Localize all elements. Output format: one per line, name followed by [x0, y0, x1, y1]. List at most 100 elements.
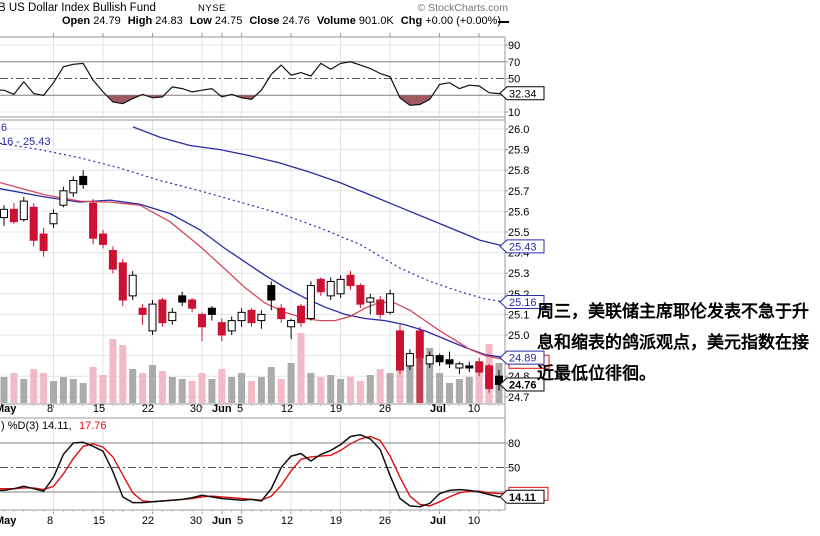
chart-text: 24.89 — [509, 353, 537, 365]
volume-bar — [327, 375, 335, 403]
chart-text: Jul — [430, 403, 446, 415]
candle-body — [138, 307, 147, 315]
chart-text: 30 — [190, 403, 202, 415]
volume-bar — [267, 367, 275, 403]
chart-text: 19 — [330, 515, 342, 527]
candles — [0, 170, 503, 393]
panel-borders — [0, 36, 506, 511]
volume-bar — [297, 333, 305, 403]
candle-body — [376, 299, 385, 315]
stoch-k-line — [0, 434, 505, 508]
chg-label: Chg — [400, 15, 423, 27]
chart-text: 70 — [508, 57, 520, 69]
chart-text: Jun — [212, 515, 232, 527]
ma-upper-value-box — [499, 239, 545, 254]
candle-body — [29, 206, 38, 241]
volume-bar — [59, 377, 67, 403]
volume-bar — [188, 381, 196, 403]
volume-bar — [168, 377, 176, 403]
chart-text: 10 — [468, 515, 480, 527]
chart-text: ) %D(3) 14.11, — [1, 420, 72, 432]
chart-text: May — [0, 403, 17, 415]
chart-text: 25.7 — [508, 186, 529, 198]
chart-text: 8 — [47, 403, 53, 415]
volume-bar — [119, 345, 127, 403]
annotation-text: 周三，美联储主席耶伦发表不急于升 息和缩表的鸽派观点，美元指数在接 近最低位徘徊… — [537, 296, 820, 389]
volume-bar — [149, 365, 156, 403]
candle-body — [158, 299, 167, 324]
candle-body — [188, 299, 197, 309]
stoch-k-value-box — [499, 489, 545, 504]
stoch-d-line — [0, 435, 505, 507]
volume-bar — [307, 373, 315, 403]
x-axis-ticks — [3, 33, 500, 514]
candle-body — [49, 212, 58, 225]
volume-bar — [386, 373, 394, 403]
candle-body — [9, 208, 18, 223]
volume-bar — [129, 369, 137, 403]
volume-bar — [277, 379, 285, 403]
open-label: Open — [62, 15, 91, 27]
candle-body — [207, 307, 216, 315]
chg-value: +0.00 (+0.00%) — [425, 15, 502, 27]
symbol-title: B US Dollar Index Bullish Fund — [0, 2, 156, 14]
indicator-reference-lines — [0, 61, 505, 493]
volume-bar — [416, 353, 424, 403]
volume-bar — [10, 373, 18, 403]
chart-text: 14.11 — [509, 492, 536, 504]
volume-bar — [317, 377, 325, 403]
candle-body — [168, 311, 177, 322]
chart-text: 24.7 — [508, 392, 529, 404]
chart-text: 12 — [281, 515, 293, 527]
chart-text: 19 — [330, 403, 342, 415]
chart-text: 10 — [508, 107, 520, 119]
candle-body — [435, 355, 444, 363]
chart-text: 25.6 — [508, 206, 529, 218]
chart-header: B US Dollar Index Bullish Fund NYSE © St… — [0, 2, 820, 15]
volume-bar — [287, 363, 295, 403]
candle-body — [405, 353, 414, 367]
volume-bar — [40, 373, 48, 403]
candle-body — [306, 285, 315, 320]
chart-text: 30 — [190, 515, 202, 527]
volume-bar — [218, 369, 226, 403]
volume-value: 901.0K — [358, 15, 394, 27]
volume-label: Volume — [316, 15, 356, 27]
candle-body — [69, 180, 78, 194]
volume-bar — [406, 365, 414, 403]
chart-text: 25.16 — [509, 297, 537, 309]
candle-body — [277, 307, 286, 320]
volume-bar — [436, 373, 444, 403]
rsi-value-box — [499, 86, 545, 101]
price-line-swatch — [498, 21, 509, 23]
candle-body — [217, 322, 226, 336]
volume-bars — [0, 333, 503, 403]
candle-body — [465, 365, 474, 369]
candle-body — [108, 250, 117, 270]
low-value: 24.75 — [214, 15, 243, 27]
volume-bar — [0, 377, 8, 403]
ma-line-red — [0, 181, 506, 361]
candle-body — [178, 295, 187, 303]
volume-bar — [79, 383, 87, 403]
volume-bar — [178, 379, 186, 403]
candle-body — [455, 363, 464, 369]
low-label: Low — [189, 15, 212, 27]
candle-body — [316, 278, 325, 293]
chart-text: 15 — [93, 515, 105, 527]
candle-body — [59, 190, 68, 206]
annotation-line: 息和缩表的鸽派观点，美元指数在接 — [537, 333, 809, 352]
ma-lower-value-box — [499, 350, 545, 365]
volume-bar — [337, 379, 345, 403]
volume-bar — [238, 373, 246, 403]
chart-text: 90 — [508, 40, 520, 52]
copyright-label: © StockCharts.com — [417, 2, 508, 14]
chart-text: 8 — [47, 515, 53, 527]
volume-bar — [139, 373, 147, 403]
chart-text: 22 — [142, 403, 154, 415]
chart-text: 25.0 — [508, 330, 529, 342]
candle-body — [118, 262, 127, 301]
grid-lines — [0, 37, 505, 510]
chart-text: 25.43 — [509, 241, 537, 253]
